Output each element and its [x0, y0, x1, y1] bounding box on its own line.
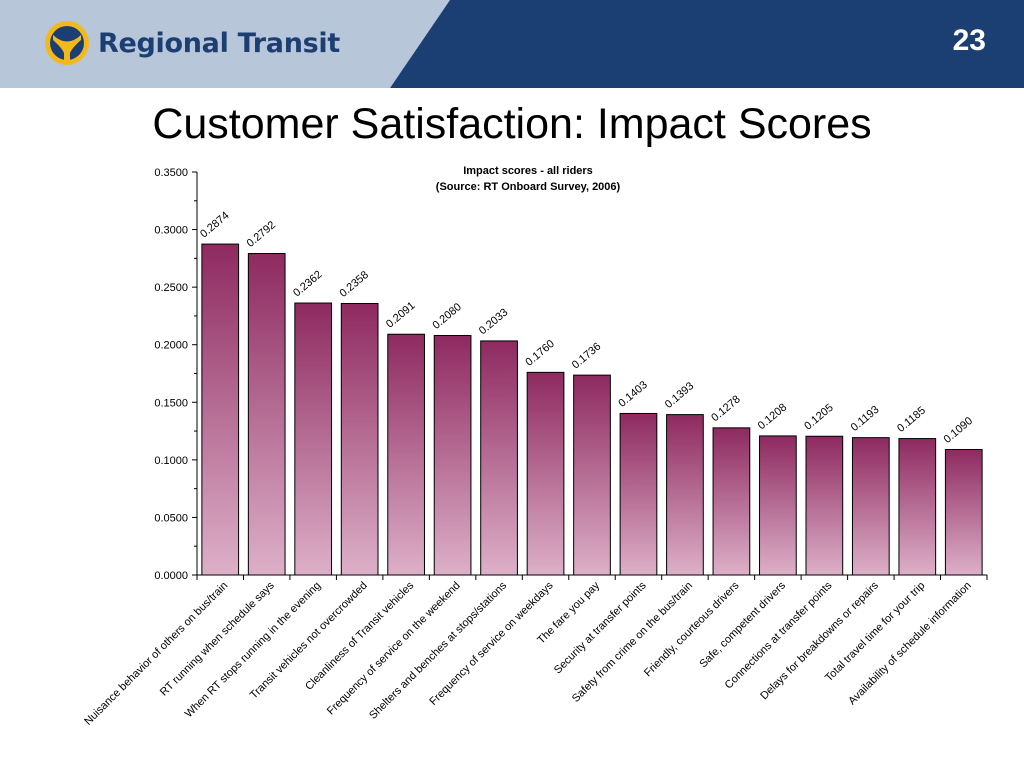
header-band	[0, 0, 1024, 88]
bar	[805, 435, 844, 576]
bar	[573, 374, 611, 576]
y-tick-label: 0.1500	[154, 397, 188, 409]
bar-value-label: 0.2080	[430, 301, 463, 332]
bar-value-label: 0.1185	[895, 405, 928, 435]
logo-text: Regional Transit	[98, 27, 340, 59]
transit-emblem-icon	[45, 21, 89, 65]
x-axis: Nuisance behavior of others on bus/train…	[82, 574, 988, 728]
bar-value-label: 0.1208	[756, 401, 789, 432]
regional-transit-logo: Regional Transit	[44, 20, 340, 66]
x-category-label: Security at transfer points	[552, 579, 649, 676]
page-number: 23	[952, 24, 986, 57]
bar	[898, 438, 937, 576]
x-category-label: Safe, competent drivers	[697, 579, 788, 670]
bar-value-label: 0.2033	[477, 306, 510, 337]
bar-value-label: 0.2358	[338, 269, 371, 300]
bar	[387, 333, 425, 576]
y-axis: 0.0000 0.0500 0.1000 0.1500 0.2000 0.2500 0.30…	[154, 167, 198, 582]
bar	[526, 371, 565, 576]
bar	[712, 427, 751, 576]
bar-value-label: 0.2792	[245, 219, 278, 250]
bar-value-label: 0.1403	[616, 379, 649, 410]
bar	[944, 448, 983, 576]
bar-value-label: 0.2362	[291, 269, 324, 300]
slide-title: Customer Satisfaction: Impact Scores	[152, 100, 872, 148]
y-tick-label: 0.3000	[154, 225, 188, 237]
bar	[851, 437, 890, 576]
slide-header: Regional Transit 23	[0, 0, 1024, 88]
x-category-label: Total travel time for your trip	[823, 580, 927, 684]
y-tick-label: 0.2000	[154, 340, 188, 352]
y-tick-label: 0.2500	[154, 282, 188, 294]
bar-value-label: 0.1205	[802, 402, 835, 433]
bar-value-label: 0.1736	[570, 341, 603, 372]
bar	[759, 435, 797, 576]
y-tick-label: 0.0000	[154, 570, 188, 582]
chart-title: Impact scores - all riders	[463, 165, 593, 177]
bar	[480, 340, 518, 576]
bar-value-label: 0.1090	[942, 415, 975, 446]
bar-value-label: 0.2874	[198, 210, 231, 241]
bar-value-label: 0.1393	[663, 380, 696, 411]
bar	[340, 302, 379, 576]
y-tick-label: 0.0500	[154, 512, 188, 524]
bar	[666, 414, 704, 576]
x-category-label: Friendly, courteous drivers	[642, 579, 742, 679]
bar-value-label: 0.2091	[384, 300, 417, 331]
y-tick-label: 0.3500	[154, 167, 188, 179]
y-tick-label: 0.1000	[154, 455, 188, 467]
bar-value-label: 0.1193	[849, 404, 882, 434]
bar	[201, 243, 240, 576]
chart-subtitle: (Source: RT Onboard Survey, 2006)	[436, 181, 621, 193]
bars: 0.2874 0.2792 0.2362 0.2358 0.2091 0.2080 0.20…	[198, 210, 983, 576]
bar-value-label: 0.1278	[709, 393, 742, 424]
bar-value-label: 0.1760	[523, 338, 556, 369]
bar	[619, 412, 658, 576]
bar	[433, 335, 472, 576]
bar	[294, 302, 333, 576]
bar	[247, 253, 286, 576]
